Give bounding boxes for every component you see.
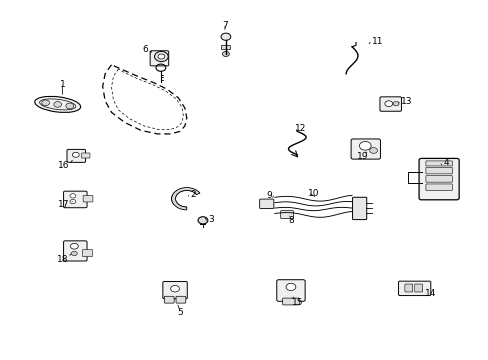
FancyBboxPatch shape xyxy=(414,284,422,292)
FancyBboxPatch shape xyxy=(280,211,293,219)
Text: 10: 10 xyxy=(307,189,319,198)
FancyBboxPatch shape xyxy=(176,296,185,303)
FancyBboxPatch shape xyxy=(63,191,87,208)
FancyBboxPatch shape xyxy=(425,176,451,182)
Circle shape xyxy=(70,194,76,198)
FancyBboxPatch shape xyxy=(352,197,366,220)
FancyBboxPatch shape xyxy=(282,298,299,305)
Text: 7: 7 xyxy=(222,21,227,30)
Text: 2: 2 xyxy=(190,190,196,199)
Text: 9: 9 xyxy=(265,191,271,199)
FancyBboxPatch shape xyxy=(83,195,93,202)
Circle shape xyxy=(41,100,49,106)
Circle shape xyxy=(198,217,207,224)
FancyBboxPatch shape xyxy=(418,158,458,200)
Circle shape xyxy=(285,283,295,291)
Circle shape xyxy=(170,285,179,292)
Text: 16: 16 xyxy=(58,161,69,170)
Circle shape xyxy=(221,33,230,40)
Text: 14: 14 xyxy=(424,289,435,298)
Circle shape xyxy=(359,141,370,150)
FancyBboxPatch shape xyxy=(259,199,273,208)
Text: 13: 13 xyxy=(400,97,412,106)
Circle shape xyxy=(66,103,74,109)
Ellipse shape xyxy=(35,96,81,112)
Text: 17: 17 xyxy=(58,200,69,209)
Circle shape xyxy=(369,148,377,153)
Circle shape xyxy=(70,199,76,204)
Circle shape xyxy=(392,102,398,106)
Text: 12: 12 xyxy=(294,124,306,133)
Circle shape xyxy=(72,152,79,157)
Text: 8: 8 xyxy=(287,216,293,225)
FancyBboxPatch shape xyxy=(82,249,92,257)
FancyBboxPatch shape xyxy=(67,149,85,162)
Text: 1: 1 xyxy=(60,80,65,89)
Text: 3: 3 xyxy=(208,215,214,224)
Circle shape xyxy=(158,54,164,59)
FancyBboxPatch shape xyxy=(63,241,87,261)
Wedge shape xyxy=(171,188,200,210)
FancyBboxPatch shape xyxy=(81,153,90,158)
FancyBboxPatch shape xyxy=(425,167,451,174)
Text: 15: 15 xyxy=(291,298,303,307)
Circle shape xyxy=(71,251,77,256)
Circle shape xyxy=(384,101,392,107)
FancyBboxPatch shape xyxy=(150,51,168,66)
FancyBboxPatch shape xyxy=(398,281,430,296)
Circle shape xyxy=(154,51,168,62)
FancyBboxPatch shape xyxy=(350,139,380,159)
Text: 11: 11 xyxy=(371,37,383,46)
Text: 18: 18 xyxy=(57,255,68,264)
FancyBboxPatch shape xyxy=(163,282,187,299)
Circle shape xyxy=(70,243,78,249)
Text: 6: 6 xyxy=(142,45,148,54)
FancyBboxPatch shape xyxy=(425,184,451,190)
Text: 5: 5 xyxy=(177,308,183,317)
FancyBboxPatch shape xyxy=(276,280,305,301)
FancyBboxPatch shape xyxy=(164,296,174,303)
Circle shape xyxy=(222,51,229,57)
FancyBboxPatch shape xyxy=(221,45,230,50)
Text: 4: 4 xyxy=(442,158,448,167)
Circle shape xyxy=(54,102,61,107)
FancyBboxPatch shape xyxy=(425,161,451,166)
FancyBboxPatch shape xyxy=(404,284,412,292)
Text: 19: 19 xyxy=(356,152,368,161)
FancyBboxPatch shape xyxy=(379,97,401,111)
